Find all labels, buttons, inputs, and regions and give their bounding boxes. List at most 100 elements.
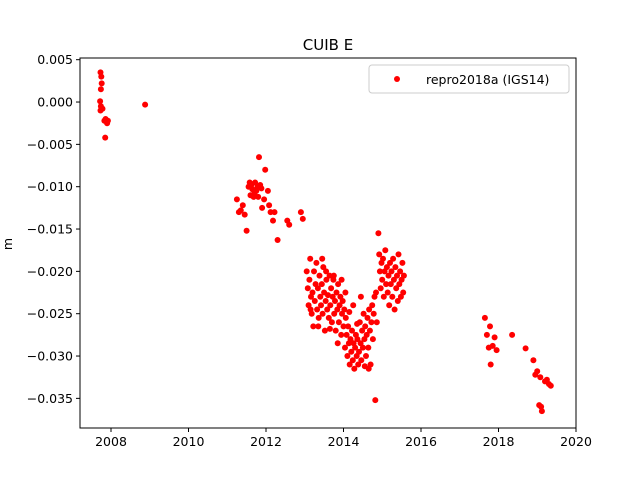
- data-point: [344, 353, 351, 359]
- x-tick-label: 2020: [560, 434, 592, 449]
- data-point: [390, 255, 397, 262]
- data-point: [370, 310, 377, 317]
- data-point: [365, 344, 372, 351]
- data-point: [350, 302, 357, 309]
- y-tick-label: −0.010: [27, 179, 73, 194]
- data-point: [397, 268, 404, 275]
- data-point: [255, 193, 262, 200]
- data-point: [323, 276, 330, 283]
- y-tick-label: −0.035: [27, 391, 73, 406]
- data-point: [359, 327, 366, 334]
- data-point: [356, 348, 362, 355]
- data-point: [343, 331, 350, 338]
- data-point: [366, 306, 373, 313]
- data-point: [237, 207, 244, 214]
- data-point: [258, 185, 265, 192]
- data-point: [366, 327, 373, 334]
- data-point: [336, 302, 343, 309]
- data-point: [330, 272, 337, 279]
- data-point: [303, 268, 310, 275]
- data-point: [270, 217, 276, 224]
- data-point: [368, 319, 375, 326]
- data-point: [530, 357, 537, 364]
- data-point: [286, 221, 293, 228]
- data-point: [534, 368, 541, 375]
- data-point: [338, 276, 345, 283]
- data-point: [97, 98, 104, 105]
- data-point: [259, 204, 266, 211]
- data-point: [319, 310, 326, 317]
- data-point: [311, 298, 318, 304]
- data-point: [271, 209, 278, 216]
- data-point: [342, 289, 349, 296]
- data-point: [369, 302, 376, 309]
- y-tick-label: −0.015: [27, 222, 73, 237]
- legend-marker: [394, 76, 400, 82]
- data-point: [328, 285, 335, 292]
- data-point: [400, 272, 407, 279]
- data-point: [315, 314, 322, 321]
- data-point: [297, 209, 304, 216]
- y-tick-label: −0.020: [27, 264, 73, 279]
- data-point: [334, 340, 341, 347]
- data-point: [317, 293, 324, 300]
- data-point: [321, 327, 328, 334]
- data-point: [315, 323, 322, 330]
- data-point: [307, 255, 314, 262]
- data-point: [349, 357, 356, 364]
- data-point: [327, 302, 334, 309]
- data-point: [320, 264, 327, 271]
- data-point: [393, 285, 400, 292]
- y-axis-ticks: 0.005 0.000 −0.005 −0.010 −0.015 −0.020 −0.025…: [27, 52, 80, 406]
- data-point: [98, 80, 105, 87]
- data-point: [102, 134, 109, 141]
- data-point: [493, 347, 500, 354]
- data-point: [388, 268, 395, 275]
- data-point: [383, 264, 390, 271]
- data-point: [481, 314, 488, 321]
- data-point: [314, 306, 321, 313]
- y-tick-label: −0.005: [27, 137, 73, 152]
- data-point: [394, 298, 401, 304]
- data-point: [399, 259, 406, 266]
- data-point: [274, 237, 281, 243]
- data-point: [264, 187, 271, 194]
- data-point: [489, 342, 496, 349]
- data-point: [400, 289, 407, 296]
- data-point: [354, 320, 361, 327]
- x-tick-label: 2010: [173, 434, 205, 449]
- chart-title: CUIB E: [303, 36, 353, 54]
- data-point: [391, 306, 398, 313]
- data-point: [342, 314, 349, 321]
- data-point: [363, 331, 370, 338]
- data-point: [351, 365, 358, 372]
- data-point: [346, 361, 353, 368]
- y-axis-label: m: [0, 238, 15, 250]
- data-point: [266, 202, 273, 209]
- data-point: [487, 323, 493, 330]
- data-point: [332, 298, 338, 304]
- data-point: [361, 363, 368, 370]
- data-point: [318, 302, 324, 309]
- data-point: [325, 292, 331, 299]
- data-point: [369, 336, 376, 343]
- y-tick-label: −0.030: [27, 349, 73, 364]
- data-point: [537, 374, 544, 381]
- data-point: [360, 310, 367, 317]
- data-point: [362, 323, 369, 330]
- x-tick-label: 2018: [483, 434, 515, 449]
- data-point: [340, 323, 347, 330]
- data-point: [394, 272, 400, 279]
- data-point: [390, 276, 397, 283]
- data-point: [387, 259, 393, 266]
- data-point: [104, 117, 111, 124]
- data-point: [358, 357, 365, 364]
- data-point: [347, 336, 354, 343]
- x-tick-label: 2014: [328, 434, 360, 449]
- data-point: [357, 293, 364, 300]
- data-point: [331, 310, 338, 317]
- plot-frame: [79, 57, 577, 429]
- data-point: [354, 336, 361, 343]
- data-point: [509, 331, 516, 338]
- data-point: [359, 344, 366, 351]
